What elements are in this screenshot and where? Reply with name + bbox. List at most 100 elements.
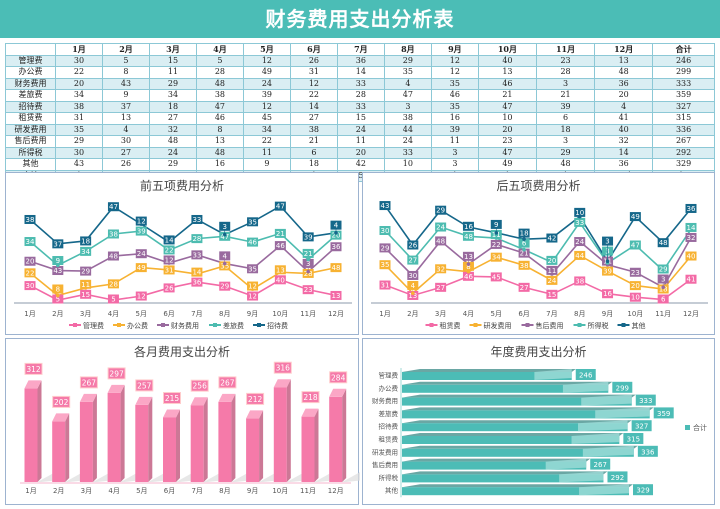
data-label: 29 — [381, 244, 390, 252]
data-label: 42 — [547, 235, 556, 243]
bar-end — [582, 445, 634, 457]
legend-marker — [621, 323, 626, 327]
data-label: 20 — [332, 232, 341, 240]
data-label-box — [107, 202, 119, 212]
bar-end — [559, 471, 604, 483]
cell: 47 — [477, 146, 537, 159]
x-tick-label: 4月 — [108, 310, 119, 318]
bar-top — [246, 410, 264, 419]
column-header: 1月 — [55, 43, 103, 56]
data-label: 49 — [137, 264, 146, 272]
cell: 6 — [289, 146, 338, 159]
data-label: 327 — [635, 423, 648, 431]
cell: 30 — [101, 135, 150, 148]
data-label: 24 — [137, 250, 146, 258]
table-row: 管理费 30 5 15 5 12 26 36 29 12 40 23 13 246 — [5, 54, 715, 67]
bar-top — [402, 407, 654, 411]
cell: 48 — [594, 66, 654, 79]
data-label-box — [629, 267, 641, 277]
cell: 27 — [101, 146, 150, 159]
data-label: 40 — [687, 253, 696, 261]
data-label: 8 — [466, 263, 470, 271]
row-total: 333 — [652, 77, 715, 90]
cell: 34 — [55, 89, 103, 102]
data-label: 23 — [304, 286, 313, 294]
cell: 16 — [195, 158, 244, 171]
data-label-box — [247, 217, 259, 227]
bar-side — [120, 384, 125, 482]
data-label-box — [623, 433, 644, 444]
table-row: 招待费 38 37 18 47 12 14 33 3 35 47 39 4 327 — [5, 100, 715, 113]
cell: 13 — [195, 135, 244, 148]
data-label: 13 — [464, 253, 473, 261]
cell: 31 — [289, 66, 338, 79]
data-label: 10 — [575, 209, 584, 217]
data-label: 24 — [436, 224, 445, 232]
cell: 33 — [336, 100, 385, 113]
data-label: 36 — [687, 205, 696, 213]
column-header: 7月 — [336, 43, 385, 56]
row-total: 246 — [652, 54, 715, 67]
data-label-box — [24, 281, 36, 291]
data-label: 256 — [193, 382, 208, 391]
data-label: 29 — [436, 207, 445, 215]
cell: 39 — [430, 123, 479, 136]
bar-side — [314, 408, 319, 482]
data-label-box — [546, 233, 558, 243]
data-label: 3 — [605, 238, 609, 246]
data-label: 48 — [464, 233, 473, 241]
data-label-box — [52, 284, 64, 294]
data-label-box — [379, 260, 391, 270]
x-tick-label: 10月 — [272, 310, 288, 318]
data-label: 22 — [165, 246, 174, 254]
data-label-box — [163, 255, 175, 265]
cell: 33 — [383, 146, 432, 159]
data-label-box — [301, 391, 320, 404]
legend-label: 其他 — [632, 321, 646, 330]
monthly-bar-chart: 各月费用支出分析 312 1月 202 2月 267 3月 297 4月 257 5月 215 6月 2… — [5, 338, 360, 505]
data-label: 292 — [611, 474, 624, 482]
x-tick-label: 5月 — [491, 310, 502, 318]
data-label: 359 — [657, 410, 670, 418]
cell: 29 — [148, 158, 197, 171]
data-label-box — [107, 367, 126, 380]
bar-top — [402, 445, 638, 449]
bar-side — [203, 397, 208, 482]
bar — [135, 404, 149, 482]
data-label: 9 — [494, 221, 498, 229]
data-label: 24 — [575, 238, 584, 246]
row-label: 所得税 — [5, 146, 56, 159]
cell: 13 — [594, 54, 654, 67]
data-label-box — [602, 236, 614, 246]
bar-top — [402, 394, 636, 398]
bar — [402, 397, 632, 406]
column-header: 11月 — [535, 43, 596, 56]
data-label-box — [273, 361, 292, 374]
cell: 22 — [242, 135, 291, 148]
data-label: 18 — [520, 230, 529, 238]
data-label: 20 — [547, 257, 556, 265]
data-label-box — [574, 207, 586, 217]
data-label-box — [546, 289, 558, 299]
legend-label: 研发费用 — [484, 321, 512, 330]
data-label-box — [607, 471, 628, 483]
data-label: 47 — [631, 242, 640, 250]
cell: 13 — [101, 112, 150, 125]
data-label: 31 — [381, 282, 390, 290]
data-label: 47 — [276, 203, 285, 211]
cell: 15 — [336, 112, 385, 125]
data-label: 11 — [547, 267, 556, 275]
data-label-box — [685, 203, 697, 213]
data-label: 35 — [381, 261, 390, 269]
cell: 35 — [383, 66, 432, 79]
bar — [218, 401, 232, 482]
chart-title: 前五项费用分析 — [139, 179, 224, 193]
data-label-box — [629, 240, 641, 250]
expense-table: 1月 2月 3月 4月 5月 6月 7月 8月 9月 10月 11月 12月 合计 管理费 30 5 15 5 12… — [5, 43, 715, 182]
page-title: 财务费用支出分析表 — [0, 0, 720, 38]
data-label-box — [407, 255, 419, 265]
data-label: 13 — [408, 292, 417, 300]
x-tick-label: 8月 — [219, 487, 230, 495]
legend-marker — [685, 425, 690, 430]
cell: 28 — [336, 89, 385, 102]
